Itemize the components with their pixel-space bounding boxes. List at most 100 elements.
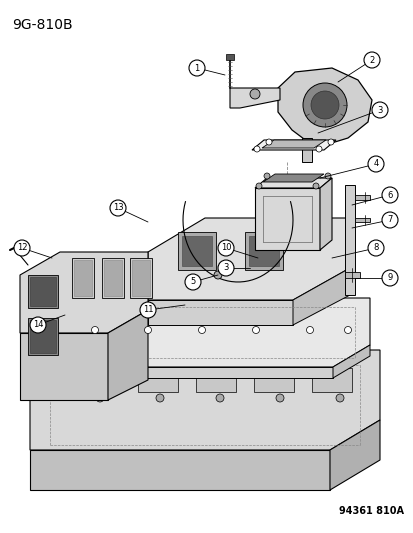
Circle shape	[14, 240, 30, 256]
Circle shape	[144, 327, 151, 334]
Text: 12: 12	[17, 244, 27, 253]
Polygon shape	[332, 345, 369, 378]
Polygon shape	[354, 195, 369, 200]
Polygon shape	[344, 185, 354, 295]
Circle shape	[335, 394, 343, 402]
Text: 10: 10	[220, 244, 231, 253]
Polygon shape	[130, 258, 152, 298]
Polygon shape	[252, 140, 335, 150]
Circle shape	[140, 302, 156, 318]
Circle shape	[363, 52, 379, 68]
Polygon shape	[30, 320, 56, 353]
Text: 4: 4	[373, 159, 378, 168]
Circle shape	[214, 271, 221, 279]
Circle shape	[255, 183, 261, 189]
Circle shape	[306, 327, 313, 334]
Polygon shape	[261, 140, 325, 148]
Polygon shape	[277, 68, 371, 145]
Polygon shape	[225, 54, 233, 60]
Polygon shape	[248, 236, 278, 266]
Circle shape	[315, 146, 321, 152]
Polygon shape	[147, 218, 349, 300]
Polygon shape	[195, 368, 235, 392]
Circle shape	[189, 60, 204, 76]
Circle shape	[381, 187, 397, 203]
Text: 2: 2	[368, 55, 374, 64]
Polygon shape	[74, 260, 92, 296]
Text: 9: 9	[387, 273, 392, 282]
Text: 8: 8	[373, 244, 378, 253]
Polygon shape	[80, 368, 120, 392]
Text: 14: 14	[33, 320, 43, 329]
Circle shape	[185, 274, 201, 290]
Polygon shape	[28, 275, 58, 308]
Text: 1: 1	[194, 63, 199, 72]
Circle shape	[367, 240, 383, 256]
Circle shape	[371, 102, 387, 118]
Text: 5: 5	[190, 278, 195, 287]
Circle shape	[310, 91, 338, 119]
Polygon shape	[301, 138, 311, 162]
Circle shape	[367, 156, 383, 172]
Circle shape	[218, 240, 233, 256]
Polygon shape	[30, 350, 379, 450]
Polygon shape	[319, 178, 331, 250]
Text: 13: 13	[112, 204, 123, 213]
Circle shape	[198, 327, 205, 334]
Polygon shape	[102, 258, 124, 298]
Polygon shape	[329, 420, 379, 490]
Text: 9G-810B: 9G-810B	[12, 18, 72, 32]
Circle shape	[263, 173, 269, 179]
Polygon shape	[20, 333, 108, 400]
Circle shape	[156, 394, 164, 402]
Polygon shape	[254, 188, 319, 250]
Polygon shape	[230, 88, 279, 108]
Circle shape	[252, 327, 259, 334]
Circle shape	[96, 394, 104, 402]
Circle shape	[381, 212, 397, 228]
Polygon shape	[254, 368, 293, 392]
Circle shape	[91, 327, 98, 334]
Polygon shape	[182, 236, 211, 266]
Text: 7: 7	[387, 215, 392, 224]
Circle shape	[266, 139, 271, 145]
Polygon shape	[244, 232, 282, 270]
Polygon shape	[292, 268, 349, 325]
Polygon shape	[58, 367, 332, 378]
Text: 11: 11	[142, 305, 153, 314]
Polygon shape	[311, 368, 351, 392]
Polygon shape	[20, 252, 147, 333]
Circle shape	[254, 146, 259, 152]
Circle shape	[327, 139, 333, 145]
Circle shape	[312, 183, 318, 189]
Text: 3: 3	[376, 106, 382, 115]
Polygon shape	[147, 300, 292, 325]
Polygon shape	[354, 218, 369, 222]
Polygon shape	[262, 174, 323, 182]
Polygon shape	[108, 310, 147, 400]
Circle shape	[216, 394, 223, 402]
Polygon shape	[30, 277, 56, 306]
Polygon shape	[254, 178, 331, 188]
Polygon shape	[138, 368, 178, 392]
Polygon shape	[72, 258, 94, 298]
Polygon shape	[178, 232, 216, 270]
Circle shape	[381, 270, 397, 286]
Text: 3: 3	[223, 263, 228, 272]
Polygon shape	[132, 260, 150, 296]
Text: 94361 810A: 94361 810A	[338, 506, 403, 516]
Polygon shape	[58, 298, 369, 367]
Circle shape	[275, 394, 283, 402]
Text: 6: 6	[387, 190, 392, 199]
Circle shape	[218, 260, 233, 276]
Circle shape	[302, 83, 346, 127]
Circle shape	[324, 173, 330, 179]
Polygon shape	[344, 272, 359, 278]
Circle shape	[249, 89, 259, 99]
Circle shape	[344, 327, 351, 334]
Circle shape	[30, 317, 46, 333]
Polygon shape	[28, 318, 58, 355]
Circle shape	[110, 200, 126, 216]
Polygon shape	[104, 260, 122, 296]
Polygon shape	[30, 450, 329, 490]
